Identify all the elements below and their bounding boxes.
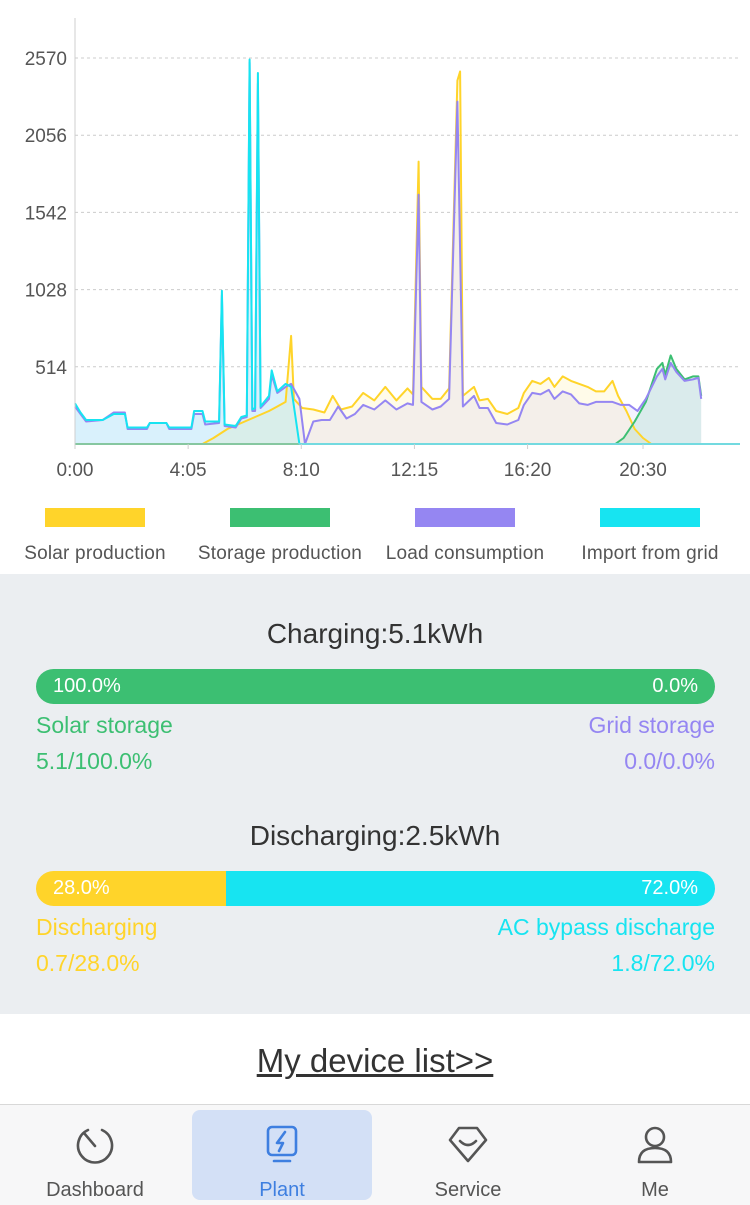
energy-stats-panel: Charging:5.1kWh 100.0% 0.0% Solar storag… <box>0 574 750 1014</box>
discharging-right-percent: 72.0% <box>641 877 698 899</box>
power-chart: 514 1028 1542 2056 2570 0:00 4:05 8:10 12:15 16:2… <box>25 18 740 481</box>
charging-bar-solar-segment <box>36 669 715 704</box>
line-storage-production <box>75 354 703 445</box>
tab-dashboard-label: Dashboard <box>46 1179 144 1201</box>
legend-swatch-solar <box>45 508 145 527</box>
x-tick-label: 16:20 <box>504 460 552 481</box>
legend-label-storage: Storage production <box>197 543 363 564</box>
line-solar-production <box>75 70 740 445</box>
discharging-value: 0.7/28.0% <box>36 950 140 976</box>
legend-swatch-grid <box>600 508 700 527</box>
charging-left-percent: 100.0% <box>53 675 121 697</box>
y-tick-label: 2570 <box>25 49 67 70</box>
grid-storage-value: 0.0/0.0% <box>624 748 715 774</box>
y-tick-label: 2056 <box>25 126 67 147</box>
area-import-from-grid <box>75 59 740 444</box>
tab-service-label: Service <box>434 1179 502 1201</box>
legend-label-solar: Solar production <box>24 543 166 564</box>
discharging-left-percent: 28.0% <box>53 877 110 899</box>
ac-bypass-label: AC bypass discharge <box>497 914 715 940</box>
service-diamond-icon <box>448 1126 488 1163</box>
x-tick-label: 12:15 <box>391 460 439 481</box>
person-icon <box>637 1126 673 1164</box>
discharging-bar-bypass-segment <box>226 871 715 906</box>
y-tick-label: 1028 <box>25 281 67 302</box>
solar-storage-label: Solar storage <box>36 712 173 738</box>
solar-storage-value: 5.1/100.0% <box>36 748 153 774</box>
discharging-label: Discharging <box>36 914 158 940</box>
y-tick-label: 514 <box>35 358 67 379</box>
discharging-title: Discharging:2.5kWh <box>249 820 501 851</box>
legend-swatch-storage <box>230 508 330 527</box>
x-tick-label: 0:00 <box>57 460 94 481</box>
charging-title: Charging:5.1kWh <box>266 618 484 649</box>
charging-bar: 100.0% 0.0% <box>36 669 715 704</box>
legend-label-grid: Import from grid <box>581 543 719 564</box>
chart-legend: Solar production Storage production Load… <box>0 508 750 568</box>
legend-load-consumption: Load consumption <box>370 508 560 565</box>
charging-right-percent: 0.0% <box>652 675 698 697</box>
grid-storage-label: Grid storage <box>588 712 715 738</box>
tab-dashboard[interactable]: Dashboard <box>5 1110 185 1201</box>
ac-bypass-value: 1.8/72.0% <box>611 950 715 976</box>
legend-import-from-grid: Import from grid <box>555 508 745 565</box>
legend-swatch-load <box>415 508 515 527</box>
tab-plant[interactable]: Plant <box>192 1110 372 1201</box>
area-storage-production <box>75 355 702 444</box>
y-tick-label: 1542 <box>25 203 67 224</box>
legend-storage-production: Storage production <box>185 508 375 565</box>
legend-solar-production: Solar production <box>0 508 190 565</box>
plant-lightning-icon <box>266 1125 298 1163</box>
legend-label-load: Load consumption <box>385 543 545 564</box>
discharging-bar-battery-segment <box>36 871 227 906</box>
tab-plant-label: Plant <box>259 1179 305 1201</box>
bottom-tab-bar: Dashboard Plant Service Me <box>0 1104 750 1205</box>
tab-service[interactable]: Service <box>378 1110 558 1201</box>
tab-me-label: Me <box>641 1179 669 1201</box>
line-import-from-grid <box>74 58 740 445</box>
x-tick-label: 8:10 <box>283 460 320 481</box>
tab-me[interactable]: Me <box>565 1110 745 1201</box>
dashboard-gauge-icon <box>76 1128 114 1164</box>
discharging-bar: 28.0% 72.0% <box>36 871 715 906</box>
my-device-list-link[interactable]: My device list>> <box>256 1042 494 1079</box>
x-tick-label: 4:05 <box>170 460 207 481</box>
x-tick-label: 20:30 <box>619 460 667 481</box>
